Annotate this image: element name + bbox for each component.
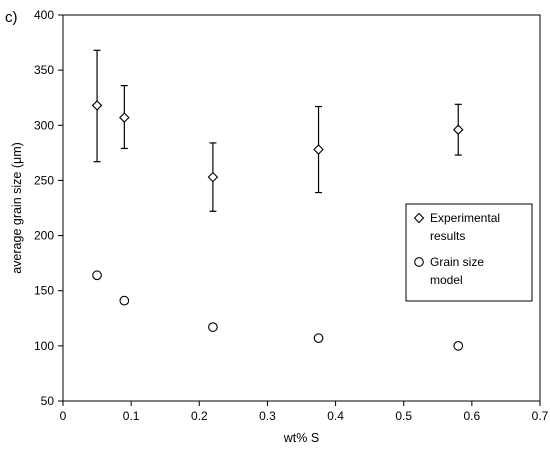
legend-marker-diamond <box>413 212 425 224</box>
data-point-circle <box>313 333 324 343</box>
y-tick-label: 400 <box>34 8 54 22</box>
data-point-circle <box>453 341 464 351</box>
y-tick-label: 300 <box>34 118 54 132</box>
series-experimental <box>91 49 464 212</box>
x-tick-label: 0.5 <box>395 409 412 423</box>
y-tick-label: 50 <box>41 394 55 408</box>
data-point-circle <box>92 270 102 281</box>
x-tick-label: 0.1 <box>123 409 140 423</box>
data-point-diamond <box>91 100 103 111</box>
y-tick-label: 150 <box>34 284 54 298</box>
y-axis: 50 100 150 200 250 300 350 400 <box>34 8 63 408</box>
series-model <box>92 270 464 351</box>
x-tick-label: 0.7 <box>532 409 549 423</box>
data-point-diamond <box>313 144 324 155</box>
x-tick-label: 0.6 <box>464 409 481 423</box>
data-point-diamond <box>119 112 130 123</box>
x-tick-label: 0.2 <box>191 409 208 423</box>
y-tick-label: 100 <box>34 339 54 353</box>
x-axis: 0 0.1 0.2 0.3 0.4 0.5 0.6 0.7 <box>60 401 549 423</box>
legend-label: results <box>430 229 465 243</box>
panel-label: c) <box>5 9 18 26</box>
data-point-circle <box>119 295 130 306</box>
y-tick-label: 250 <box>34 173 54 187</box>
plot-area-frame <box>62 14 541 402</box>
data-point-diamond <box>452 124 464 135</box>
data-point-circle <box>208 322 218 332</box>
x-tick-label: 0.3 <box>259 409 276 423</box>
legend-label: Experimental <box>430 211 500 225</box>
legend-marker-circle <box>414 257 424 267</box>
data-point-diamond <box>207 171 219 183</box>
legend: Experimental results Grain size model <box>405 203 533 302</box>
y-axis-title: average grain size (μm) <box>10 142 24 274</box>
x-tick-label: 0.4 <box>327 409 344 423</box>
y-tick-label: 200 <box>34 229 54 243</box>
legend-label: model <box>430 273 463 287</box>
y-tick-label: 350 <box>34 63 54 77</box>
x-axis-title: wt% S <box>283 431 319 445</box>
data-marks <box>91 49 464 351</box>
legend-box <box>405 203 533 302</box>
legend-label: Grain size <box>430 255 484 269</box>
x-tick-label: 0 <box>60 409 67 423</box>
